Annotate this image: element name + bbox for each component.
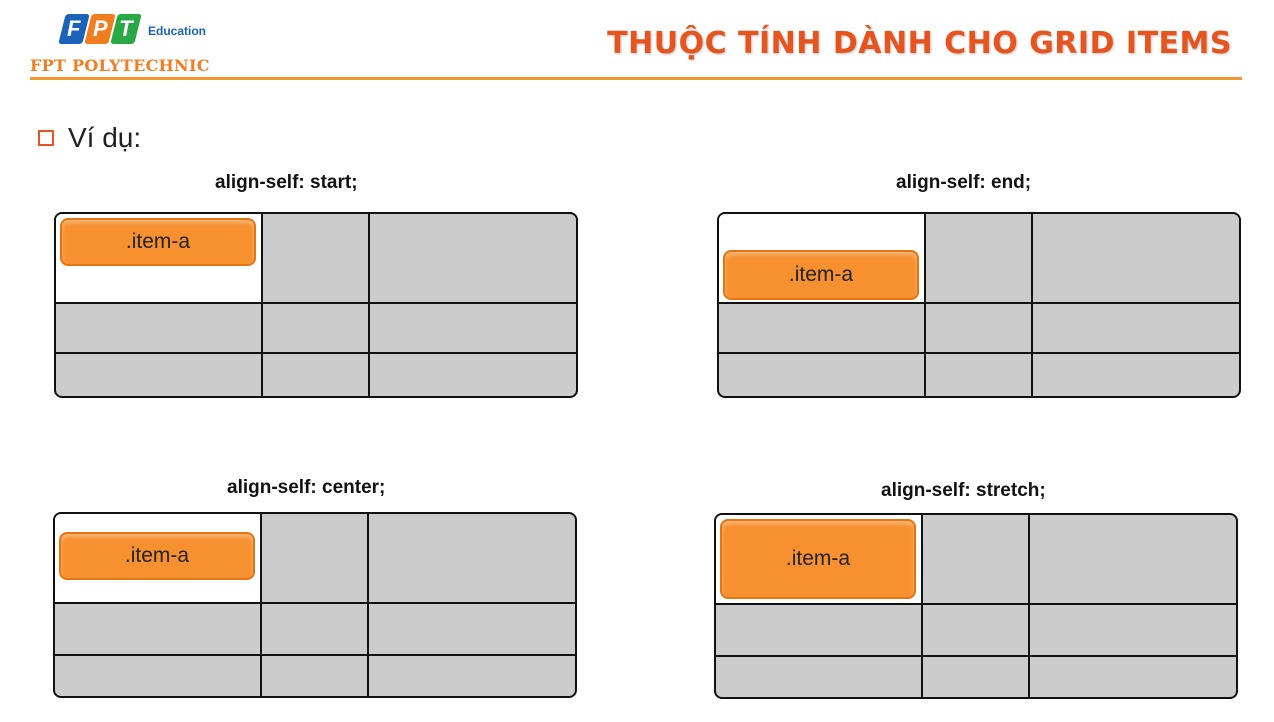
- logo-letter-t: T: [110, 14, 142, 44]
- logo-education-label: Education: [148, 24, 207, 38]
- bullet-square-icon: [38, 130, 54, 146]
- grid-line: [1031, 214, 1033, 396]
- grid-line: [260, 514, 262, 696]
- grid-line: [716, 655, 1236, 657]
- grid-item-a: .item-a: [59, 532, 255, 580]
- grid-line: [924, 214, 926, 396]
- grid-item-a: .item-a: [720, 519, 916, 599]
- example-caption: align-self: stretch;: [881, 480, 1046, 501]
- logo-school-name: FPT POLYTECHNIC: [30, 56, 210, 75]
- grid-line: [719, 352, 1239, 354]
- grid-line: [719, 302, 1239, 304]
- grid-container: .item-a: [717, 212, 1241, 398]
- bullet-text: Ví dụ:: [68, 122, 142, 153]
- grid-item-a: .item-a: [60, 218, 256, 266]
- grid-line: [56, 352, 576, 354]
- grid-line: [921, 515, 923, 697]
- grid-line: [261, 214, 263, 396]
- example-caption: align-self: end;: [896, 172, 1032, 193]
- grid-line: [56, 302, 576, 304]
- grid-item-a: .item-a: [723, 250, 919, 300]
- grid-line: [367, 514, 369, 696]
- bullet-item: Ví dụ:: [38, 122, 141, 154]
- grid-line: [55, 654, 575, 656]
- grid-line: [368, 214, 370, 396]
- grid-line: [1028, 515, 1030, 697]
- grid-line: [716, 603, 1236, 605]
- grid-line: [55, 602, 575, 604]
- fpt-logo: F P T Education FPT POLYTECHNIC: [30, 12, 282, 76]
- example-caption: align-self: start;: [215, 172, 358, 193]
- grid-container: .item-a: [53, 512, 577, 698]
- grid-container: .item-a: [714, 513, 1238, 699]
- grid-container: .item-a: [54, 212, 578, 398]
- example-caption: align-self: center;: [227, 477, 386, 498]
- logo-badges: F P T: [58, 14, 142, 44]
- header-divider: [30, 77, 1242, 80]
- slide-title: THUỘC TÍNH DÀNH CHO GRID ITEMS: [607, 26, 1232, 61]
